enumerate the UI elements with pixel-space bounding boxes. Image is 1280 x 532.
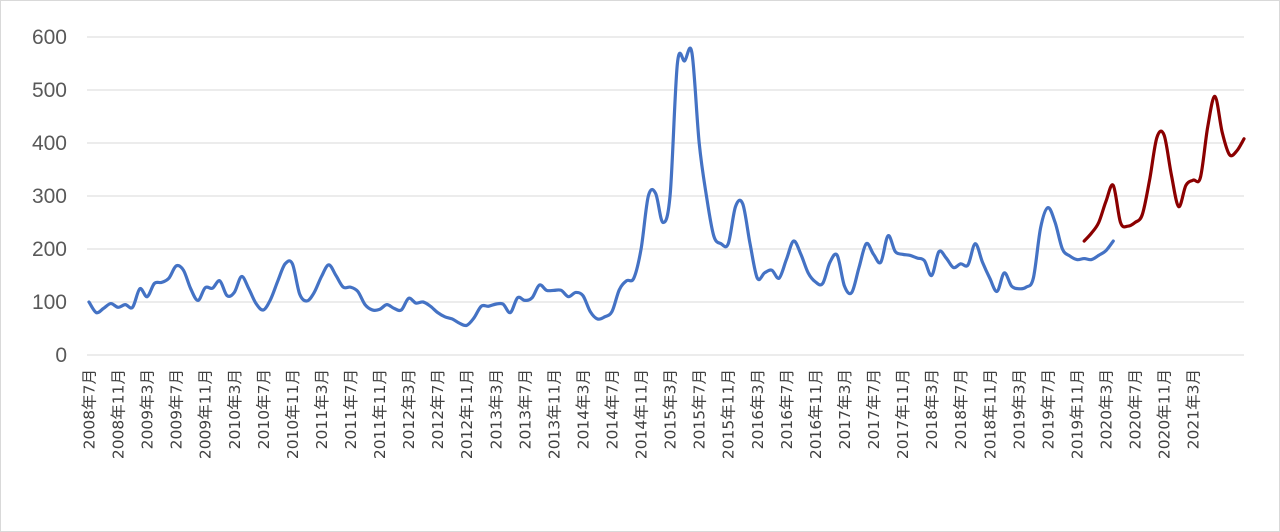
x-tick-label: 2018年3月 [923,369,941,449]
x-tick-label: 2018年7月 [952,369,970,449]
x-tick-label: 2012年11月 [458,369,476,459]
x-tick-label: 2010年3月 [226,369,244,449]
x-tick-label: 2014年11月 [633,369,651,459]
x-tick-label: 2012年7月 [429,369,447,449]
x-tick-label: 2020年7月 [1127,369,1145,449]
x-tick-label: 2011年3月 [313,369,331,449]
x-tick-label: 2021年3月 [1185,369,1203,449]
x-tick-label: 2019年3月 [1010,369,1028,449]
x-tick-label: 2011年11月 [371,369,389,459]
x-tick-label: 2011年7月 [342,369,360,449]
series-line-1 [87,46,1115,328]
x-tick-label: 2014年7月 [604,369,622,449]
series-line-2 [1082,94,1246,243]
y-tick-label: 500 [32,79,67,102]
x-tick-label: 2018年11月 [981,369,999,459]
x-tick-label: 2017年11月 [894,369,912,459]
x-tick-label: 2017年7月 [865,369,883,449]
y-tick-label: 200 [32,238,67,261]
x-tick-label: 2013年7月 [516,369,534,449]
y-tick-label: 0 [55,344,67,367]
x-tick-label: 2009年3月 [139,369,157,449]
x-tick-label: 2015年7月 [691,369,709,449]
x-tick-label: 2016年3月 [749,369,767,449]
x-tick-label: 2010年7月 [255,369,273,449]
x-tick-label: 2016年11月 [807,369,825,459]
x-tick-label: 2020年11月 [1156,369,1174,459]
x-tick-label: 2019年11月 [1068,369,1086,459]
x-tick-label: 2013年3月 [487,369,505,449]
x-tick-label: 2013年11月 [545,369,563,459]
x-tick-label: 2015年11月 [720,369,738,459]
x-tick-label: 2008年7月 [81,369,99,449]
x-axis-tick-labels: 2008年7月 2008年11月 2009年3月 2009年7月 2009年11月 201… [81,369,1203,459]
x-tick-label: 2019年7月 [1039,369,1057,449]
y-tick-label: 300 [32,185,67,208]
y-tick-label: 400 [32,132,67,155]
x-tick-label: 2009年11月 [197,369,215,459]
x-tick-label: 2015年3月 [662,369,680,449]
series-lines [87,46,1246,328]
x-tick-label: 2012年3月 [400,369,418,449]
y-axis-tick-labels: 0 100 200 300 400 500 600 [32,26,67,367]
y-tick-label: 600 [32,26,67,49]
y-tick-label: 100 [32,291,67,314]
x-tick-label: 2016年7月 [778,369,796,449]
gridlines [87,36,1244,356]
x-tick-label: 2017年3月 [836,369,854,449]
x-tick-label: 2020年3月 [1097,369,1115,449]
x-tick-label: 2010年11月 [284,369,302,459]
x-tick-label: 2014年3月 [574,369,592,449]
x-tick-label: 2009年7月 [168,369,186,449]
x-tick-label: 2008年11月 [110,369,128,459]
